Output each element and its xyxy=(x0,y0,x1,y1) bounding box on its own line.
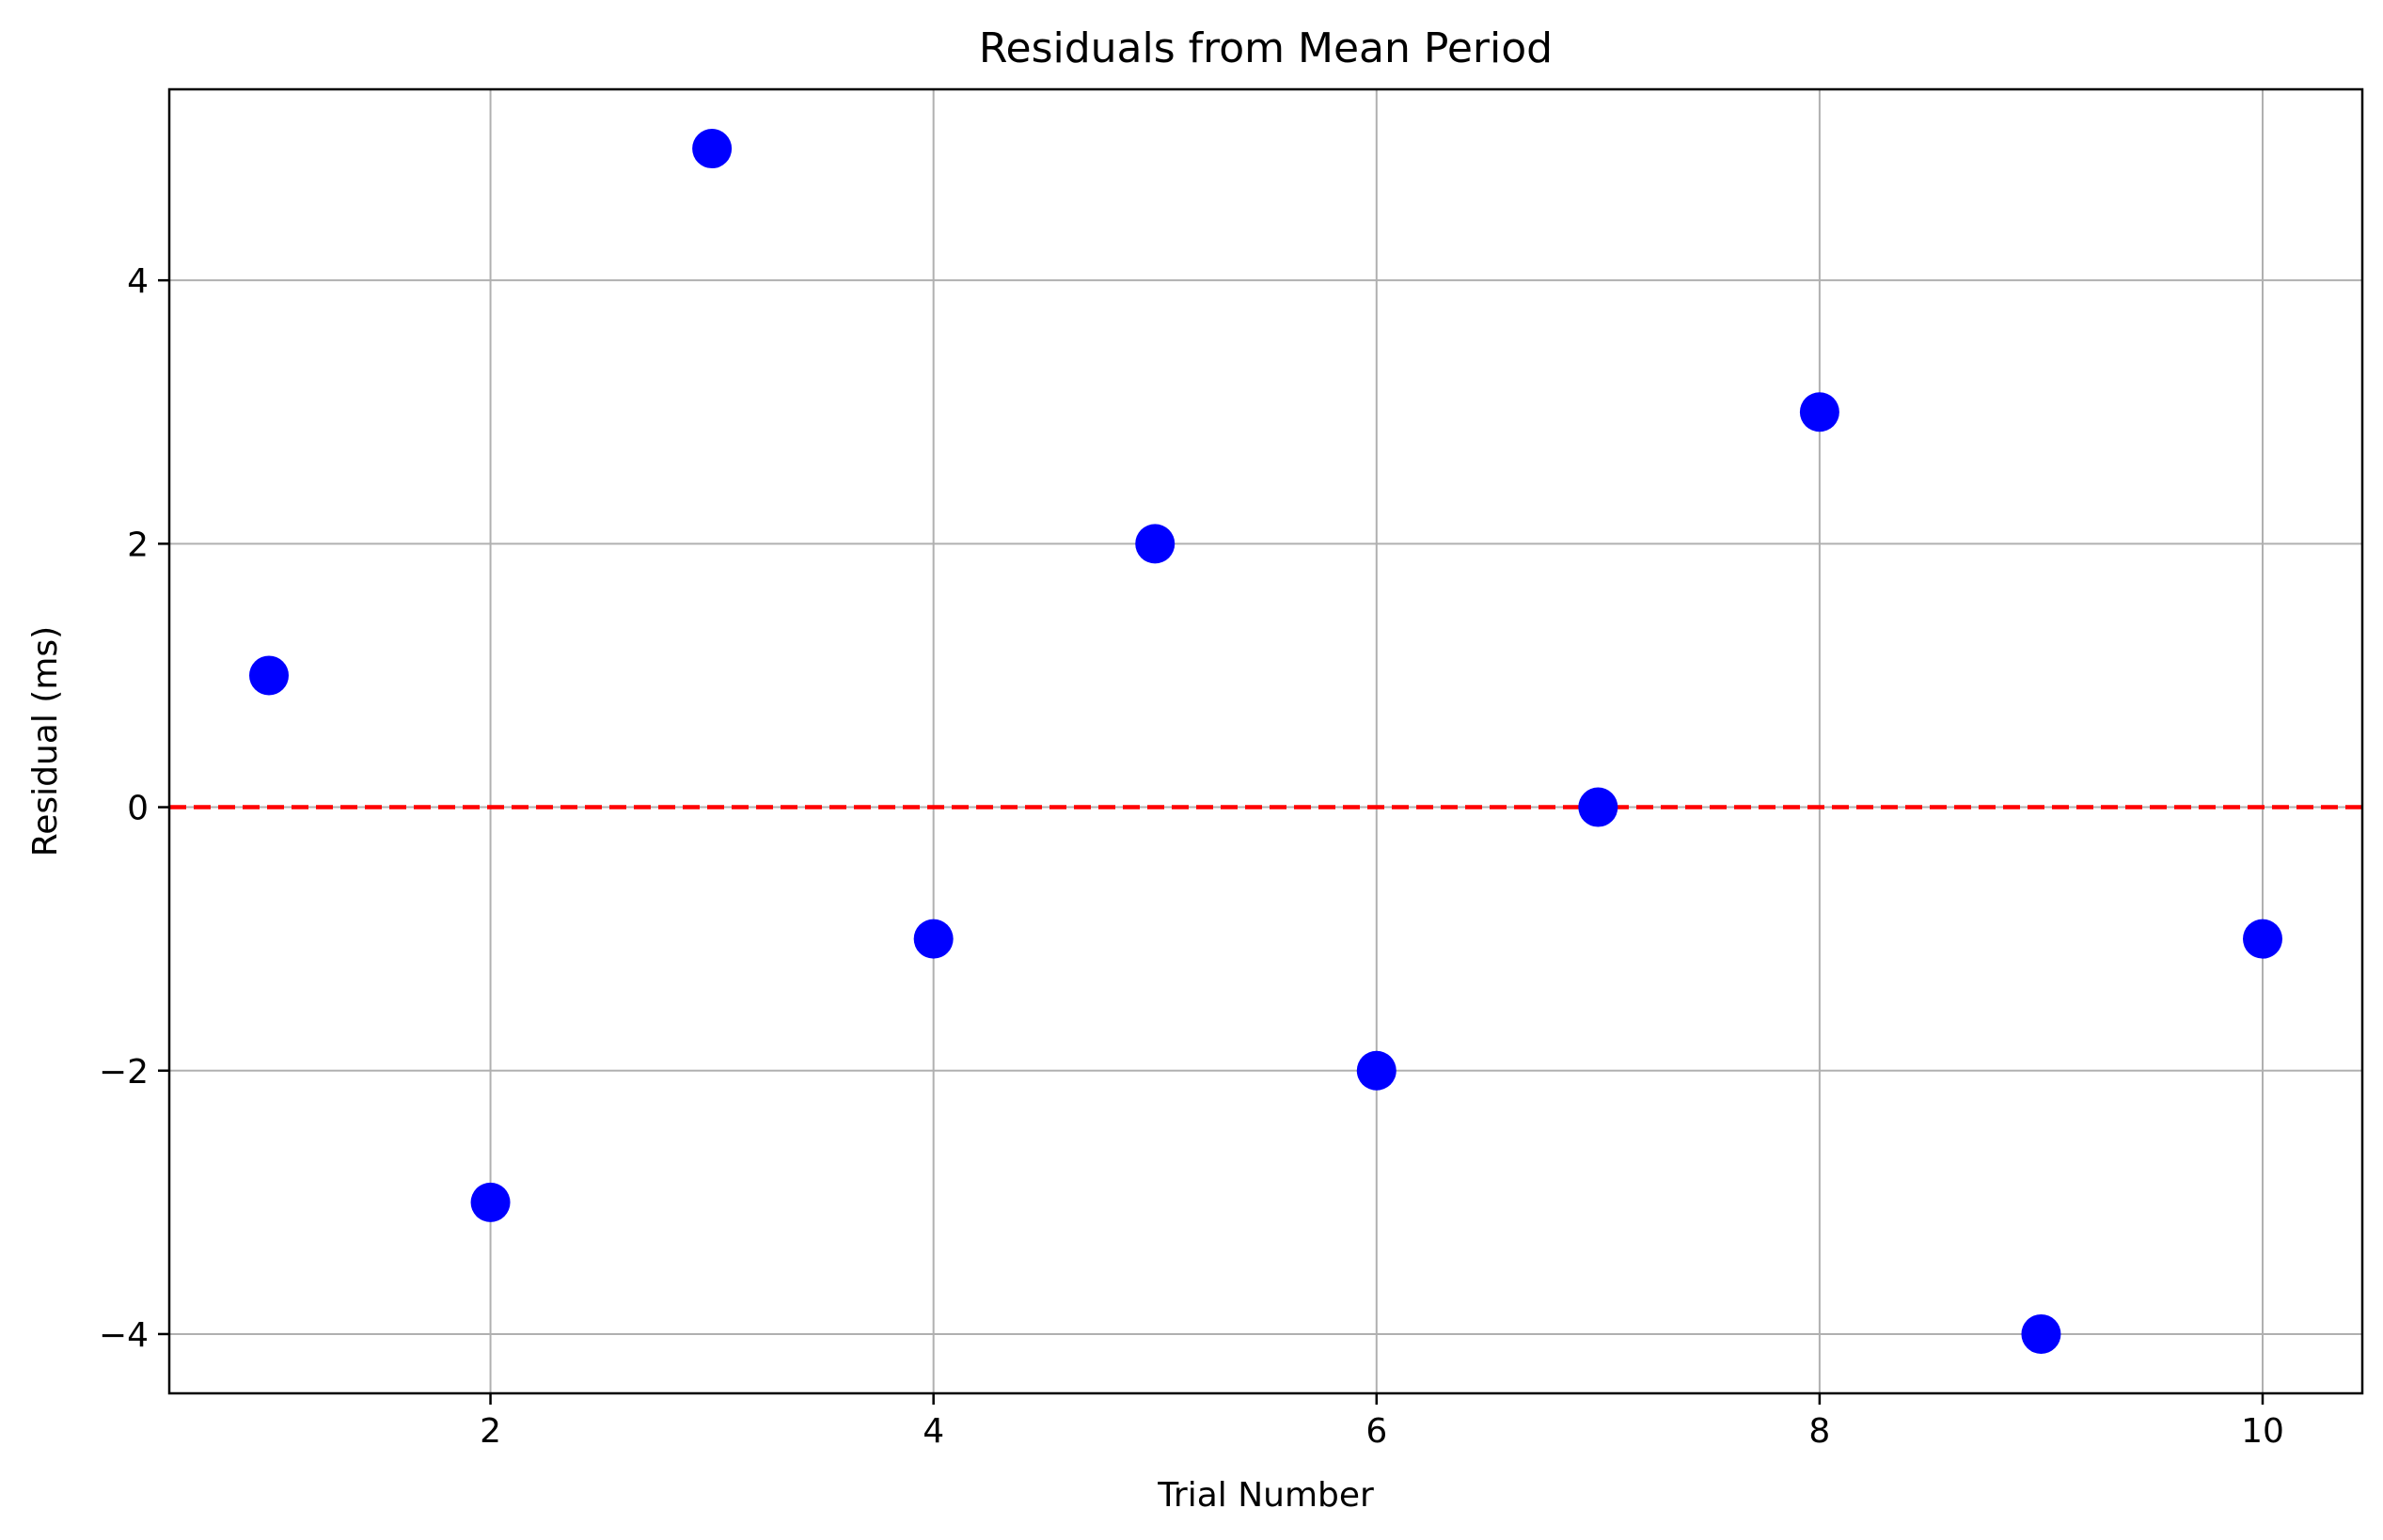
data-point xyxy=(1578,787,1618,827)
x-axis: 2 4 6 8 10 xyxy=(480,1393,2284,1451)
grid xyxy=(169,89,2362,1393)
y-tick-label: 2 xyxy=(127,526,149,564)
data-point xyxy=(1356,1050,1397,1091)
data-points xyxy=(249,129,2282,1354)
x-tick-label: 4 xyxy=(923,1412,944,1451)
x-tick-label: 6 xyxy=(1365,1412,1387,1451)
data-point xyxy=(692,129,733,169)
chart-title: Residuals from Mean Period xyxy=(979,24,1553,72)
data-point xyxy=(1135,524,1176,564)
y-tick-label: 0 xyxy=(127,790,149,828)
data-point xyxy=(2021,1313,2061,1354)
data-point xyxy=(913,919,954,959)
x-tick-label: 10 xyxy=(2241,1412,2284,1451)
data-point xyxy=(1799,392,1839,432)
data-point xyxy=(2243,919,2282,959)
y-axis: −4 −2 0 2 4 xyxy=(99,262,169,1355)
y-tick-label: 4 xyxy=(127,262,149,301)
y-axis-title: Residual (ms) xyxy=(26,626,65,856)
plot-frame xyxy=(167,87,2364,1395)
y-tick-label: −2 xyxy=(99,1053,149,1092)
x-tick-label: 2 xyxy=(480,1412,501,1451)
data-point xyxy=(249,655,289,696)
data-point xyxy=(470,1182,511,1222)
x-axis-title: Trial Number xyxy=(1157,1476,1374,1515)
x-tick-label: 8 xyxy=(1808,1412,1830,1451)
y-tick-label: −4 xyxy=(99,1316,149,1355)
